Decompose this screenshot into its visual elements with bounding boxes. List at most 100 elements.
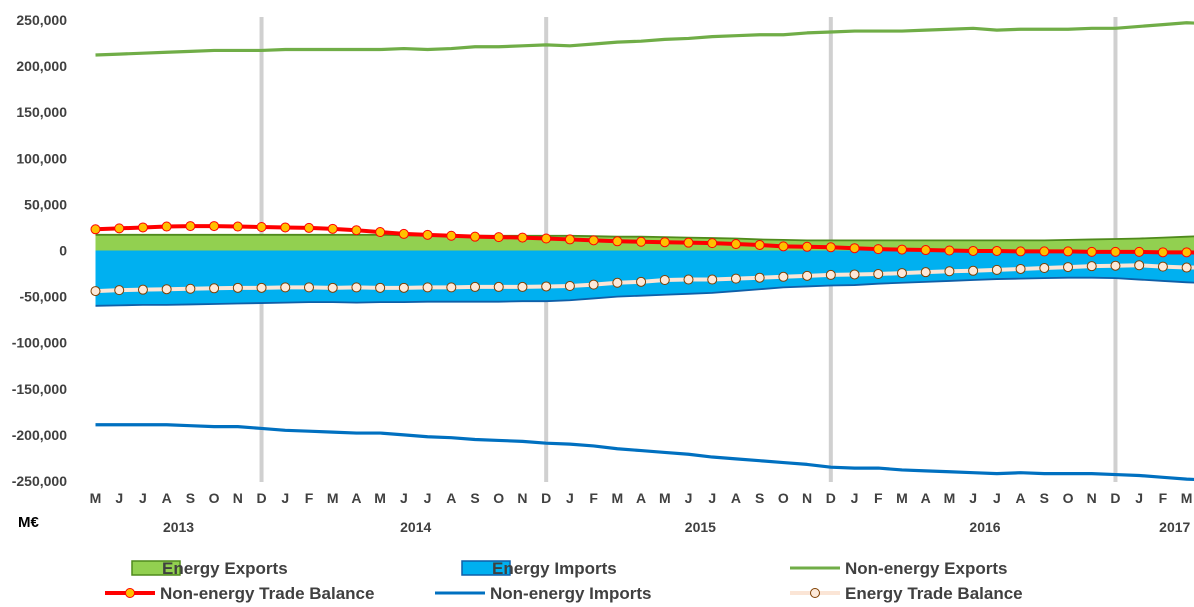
data-point-energy-trade-balance [1134, 260, 1145, 271]
data-point-energy-trade-balance [636, 276, 647, 287]
y-tick-label: 250,000 [16, 12, 67, 28]
data-point-energy-trade-balance [1063, 262, 1074, 273]
data-point-non-energy-trade-balance [161, 221, 172, 232]
data-point-energy-trade-balance [327, 282, 338, 293]
data-point-energy-trade-balance [849, 269, 860, 280]
x-tick-label: O [209, 490, 220, 506]
legend-item: Non-energy Imports [435, 584, 652, 603]
data-point-energy-trade-balance [541, 281, 552, 292]
data-point-energy-trade-balance [398, 282, 409, 293]
data-point-non-energy-trade-balance [1110, 246, 1121, 257]
x-tick-label: D [541, 490, 551, 506]
legend-label: Energy Exports [162, 559, 288, 578]
x-tick-label: J [685, 490, 693, 506]
x-tick-label: O [778, 490, 789, 506]
y-tick-label: -50,000 [20, 289, 68, 305]
y-axis: 250,000 200,000 150,000 100,000 50,000 0 -50,0… [12, 12, 67, 489]
data-point-energy-trade-balance [470, 281, 481, 292]
x-tick-label: J [115, 490, 123, 506]
data-point-energy-trade-balance [1110, 260, 1121, 271]
x-tick-label: D [826, 490, 836, 506]
x-tick-label: F [305, 490, 314, 506]
x-tick-label: A [162, 490, 172, 506]
year-label: 2017 [1159, 519, 1190, 535]
data-point-non-energy-trade-balance [754, 239, 765, 250]
data-point-non-energy-trade-balance [707, 238, 718, 249]
series-markers [90, 221, 1192, 297]
data-point-non-energy-trade-balance [991, 245, 1002, 256]
x-tick-label: F [874, 490, 883, 506]
data-point-energy-trade-balance [375, 282, 386, 293]
data-point-non-energy-trade-balance [351, 225, 362, 236]
x-tick-label: M [90, 490, 102, 506]
data-point-non-energy-trade-balance [564, 234, 575, 245]
x-tick-label: J [139, 490, 147, 506]
data-point-energy-trade-balance [896, 268, 907, 279]
data-point-non-energy-trade-balance [1157, 247, 1168, 258]
y-tick-label: 50,000 [24, 196, 67, 212]
data-point-non-energy-trade-balance [1181, 247, 1192, 258]
y-tick-label: 150,000 [16, 104, 67, 120]
data-point-non-energy-trade-balance [256, 221, 267, 232]
x-tick-label: J [400, 490, 408, 506]
x-tick-label: S [186, 490, 195, 506]
x-tick-label: J [424, 490, 432, 506]
data-point-energy-trade-balance [802, 270, 813, 281]
data-point-non-energy-trade-balance [303, 222, 314, 233]
series-line-non-energy-exports [95, 21, 1194, 57]
x-tick-label: D [1110, 490, 1120, 506]
data-point-energy-trade-balance [825, 269, 836, 280]
legend: Energy Exports Energy Imports Non-energy E… [105, 559, 1023, 603]
data-point-non-energy-trade-balance [280, 222, 291, 233]
data-point-non-energy-trade-balance [232, 221, 243, 232]
data-point-energy-trade-balance [659, 275, 670, 286]
data-point-energy-trade-balance [968, 265, 979, 276]
data-point-non-energy-trade-balance [137, 222, 148, 233]
data-point-non-energy-trade-balance [375, 227, 386, 238]
data-point-energy-trade-balance [683, 274, 694, 285]
legend-marker [810, 588, 820, 598]
data-point-energy-trade-balance [185, 283, 196, 294]
data-point-non-energy-trade-balance [778, 241, 789, 252]
data-point-energy-trade-balance [446, 282, 457, 293]
legend-label: Non-energy Trade Balance [160, 584, 374, 603]
x-tick-label: N [1087, 490, 1097, 506]
data-point-energy-trade-balance [493, 281, 504, 292]
data-point-energy-trade-balance [351, 282, 362, 293]
x-tick-label: O [1063, 490, 1074, 506]
data-point-energy-trade-balance [1181, 262, 1192, 273]
x-tick-label: F [589, 490, 598, 506]
x-tick-label: J [1135, 490, 1143, 506]
data-point-energy-trade-balance [778, 271, 789, 282]
data-point-non-energy-trade-balance [446, 230, 457, 241]
data-point-non-energy-trade-balance [896, 244, 907, 255]
x-tick-label: M [896, 490, 908, 506]
y-tick-label: -200,000 [12, 427, 67, 443]
x-tick-label: F [1159, 490, 1168, 506]
data-point-non-energy-trade-balance [114, 223, 125, 234]
x-tick-label: J [281, 490, 289, 506]
data-point-energy-trade-balance [991, 264, 1002, 275]
legend-label: Non-energy Imports [490, 584, 652, 603]
data-point-energy-trade-balance [303, 282, 314, 293]
data-point-non-energy-trade-balance [517, 232, 528, 243]
data-point-energy-trade-balance [137, 284, 148, 295]
legend-item: Energy Imports [461, 559, 617, 578]
data-point-energy-trade-balance [944, 266, 955, 277]
x-tick-label: A [1016, 490, 1026, 506]
data-point-non-energy-trade-balance [920, 245, 931, 256]
year-label: 2013 [163, 519, 194, 535]
data-point-energy-trade-balance [422, 282, 433, 293]
data-point-non-energy-trade-balance [493, 232, 504, 243]
data-point-energy-trade-balance [114, 285, 125, 296]
data-point-energy-trade-balance [280, 282, 291, 293]
data-point-energy-trade-balance [1086, 261, 1097, 272]
data-point-energy-trade-balance [256, 282, 267, 293]
data-point-non-energy-trade-balance [802, 241, 813, 252]
legend-label: Energy Imports [492, 559, 617, 578]
legend-item: Non-energy Exports [790, 559, 1007, 578]
data-point-energy-trade-balance [1157, 261, 1168, 272]
x-tick-label: J [851, 490, 859, 506]
x-tick-label: D [256, 490, 266, 506]
